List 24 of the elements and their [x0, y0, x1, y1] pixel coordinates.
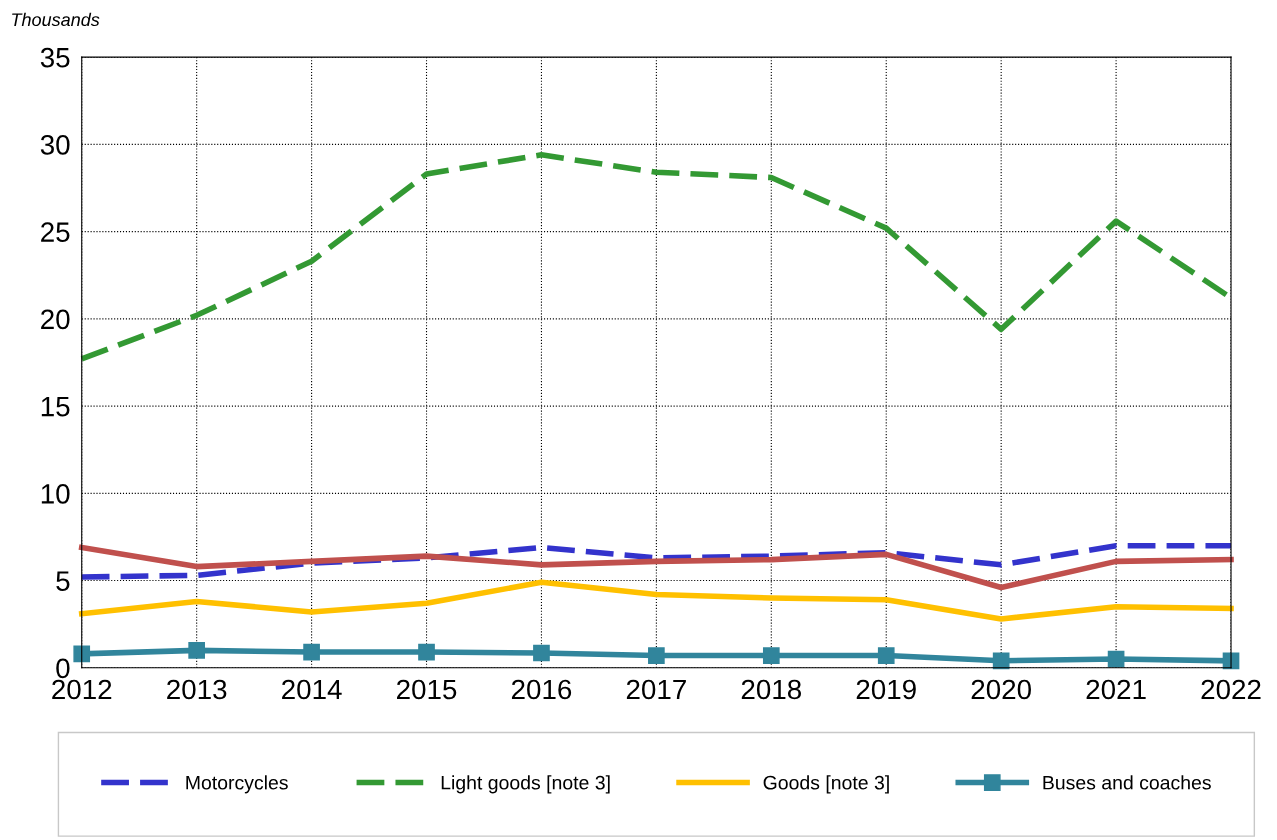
x-tick-label: 2014: [282, 679, 342, 700]
y-axis-title: Thousands: [12, 12, 100, 27]
x-tick-label: 2016: [511, 679, 572, 700]
y-tick-label: 5: [56, 571, 70, 591]
legend-label: Goods [note 3]: [763, 775, 889, 794]
y-tick-label: 10: [41, 483, 70, 504]
legend-label: Buses and coaches: [1043, 775, 1211, 790]
legend-label: Motorcycles: [186, 775, 288, 794]
x-tick-label: 2021: [1086, 679, 1146, 700]
y-tick-label: 25: [41, 222, 70, 242]
y-tick-label: 15: [41, 397, 70, 417]
x-tick-label: 2013: [167, 679, 227, 700]
x-tick-label: 2017: [626, 679, 686, 700]
x-tick-label: 2012: [52, 679, 112, 700]
legend-label: Light goods [note 3]: [441, 775, 610, 794]
x-tick-label: 2022: [1201, 679, 1261, 700]
y-tick-label: 20: [41, 309, 70, 330]
y-tick-label: 35: [40, 47, 70, 68]
x-tick-label: 2020: [971, 679, 1031, 700]
x-tick-label: 2015: [397, 679, 457, 700]
y-tick-label: 0: [56, 658, 70, 679]
x-tick-label: 2019: [856, 679, 916, 700]
x-tick-label: 2018: [741, 679, 801, 700]
y-tick-label: 30: [40, 135, 70, 155]
